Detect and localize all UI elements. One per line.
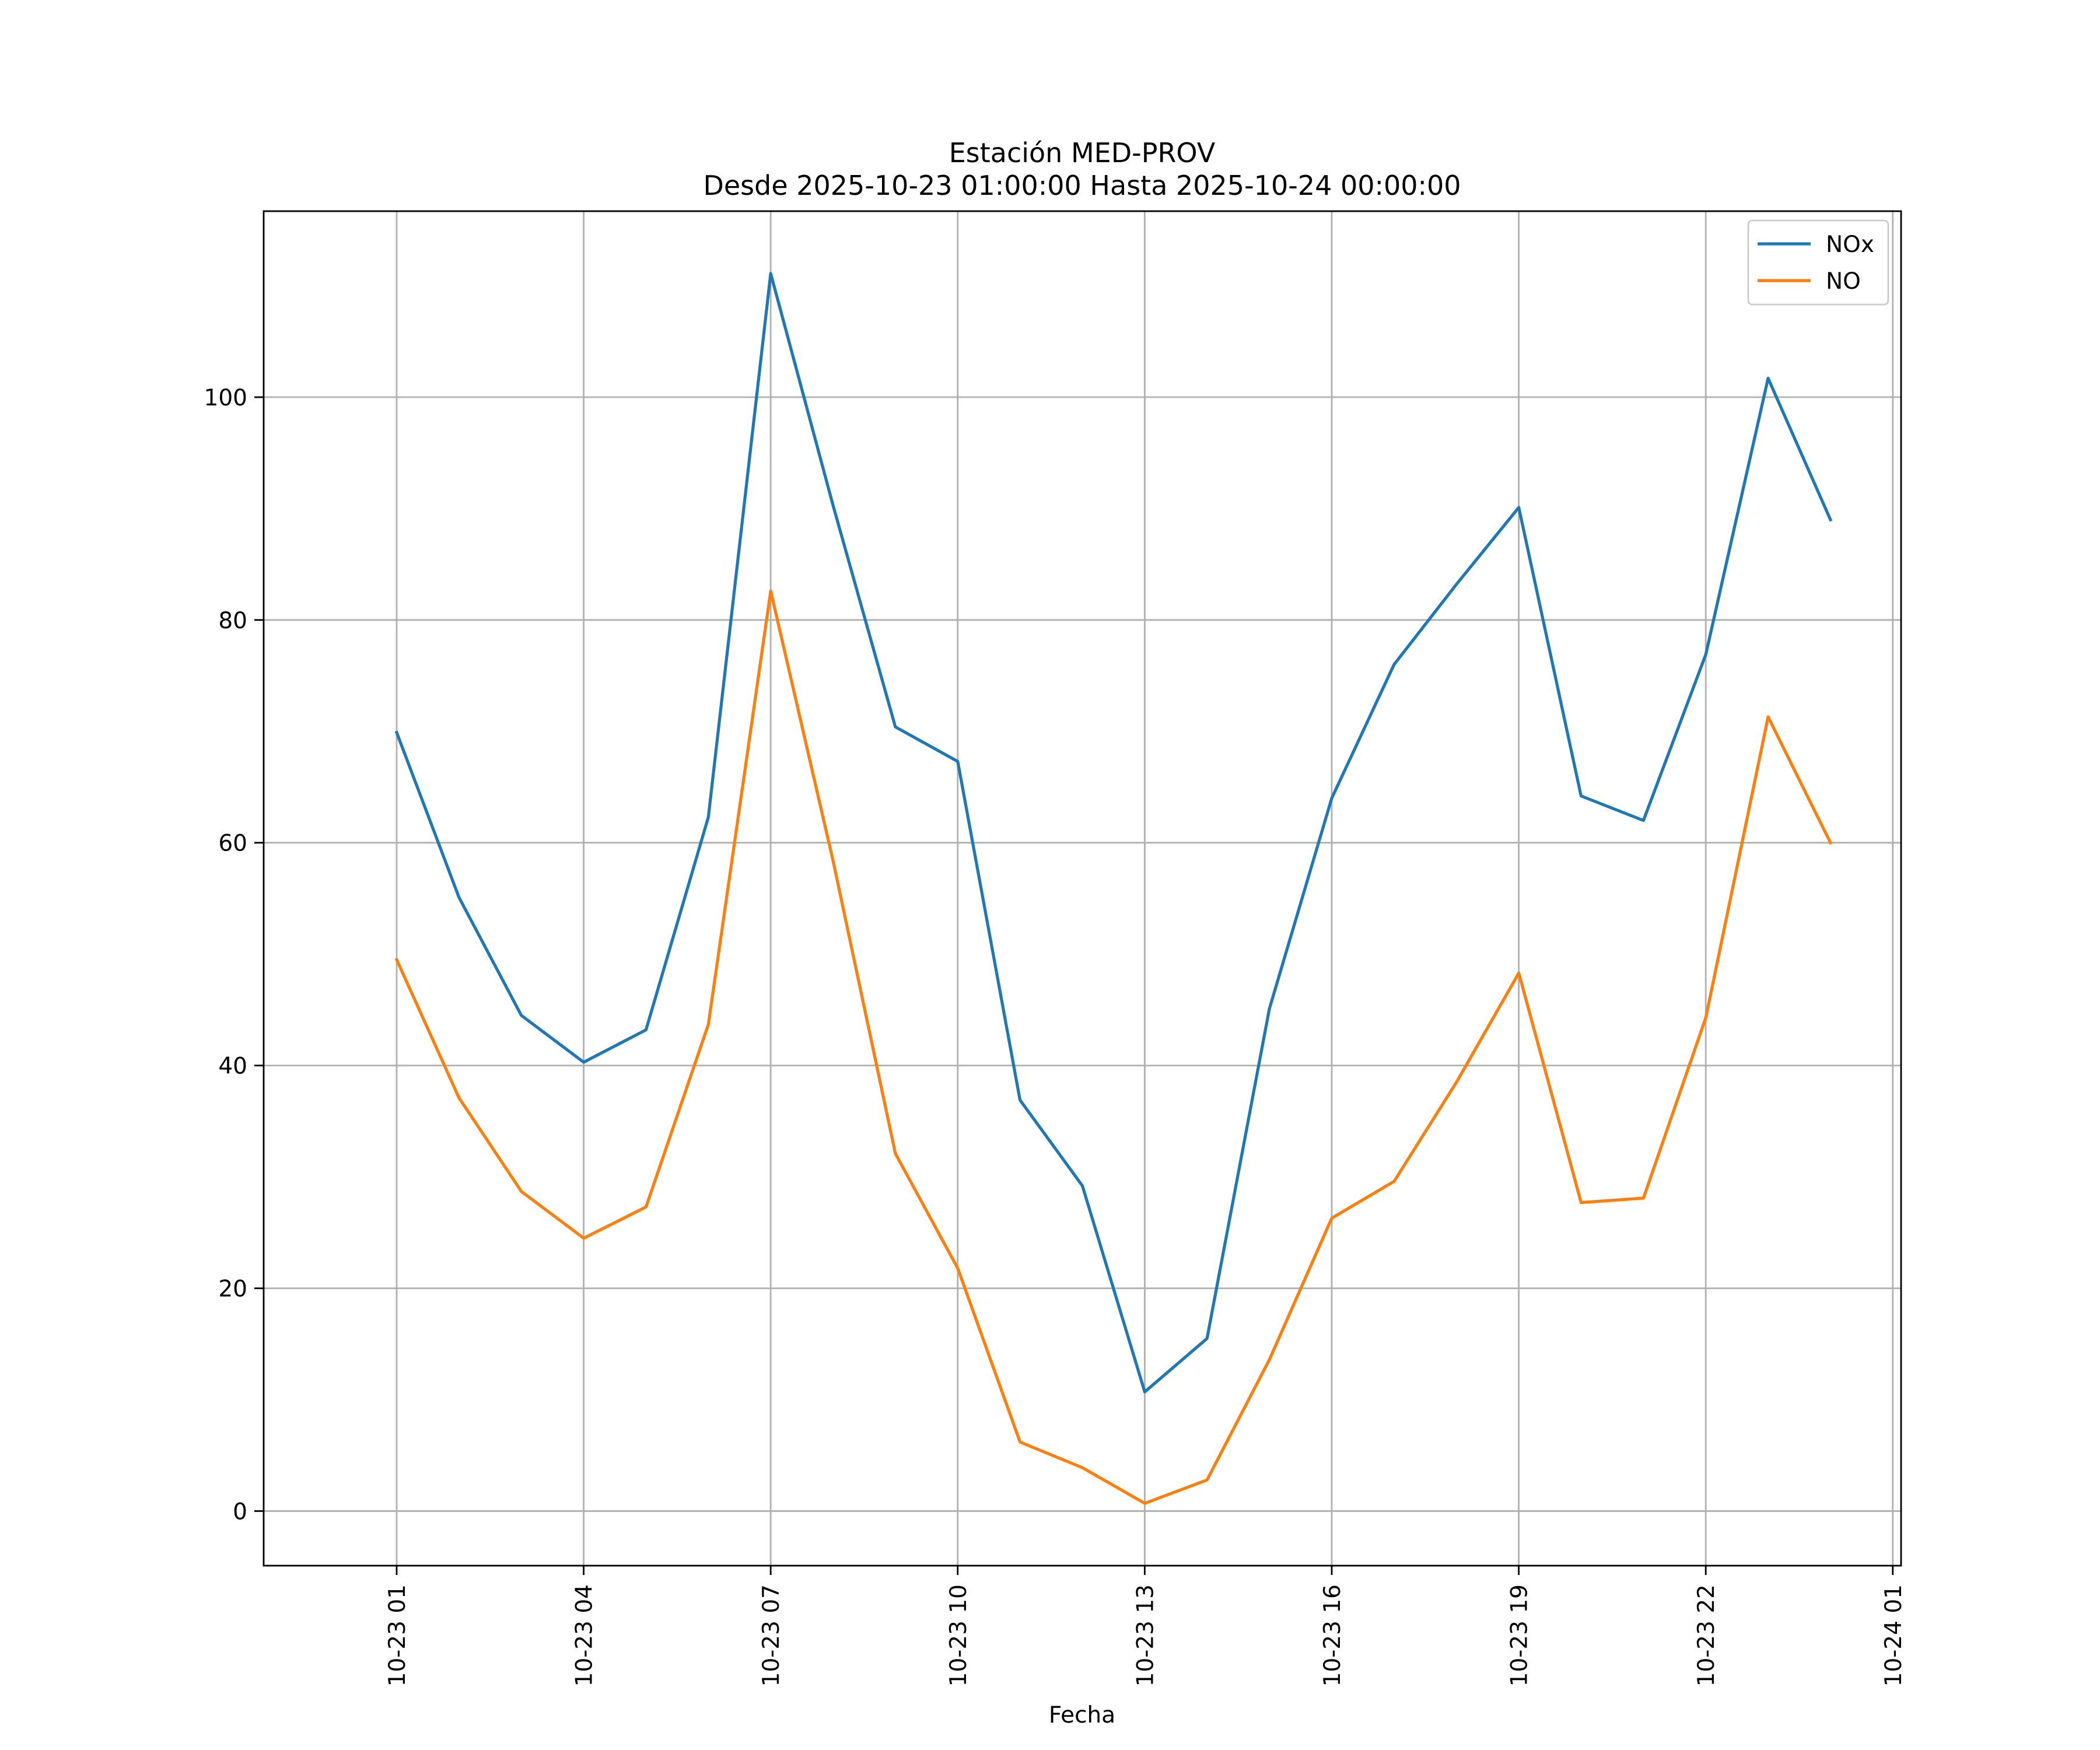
x-tick-label: 10-23 22 xyxy=(1693,1584,1720,1686)
x-tick-label: 10-23 01 xyxy=(384,1584,411,1686)
x-tick-label: 10-23 07 xyxy=(758,1584,785,1686)
series-line-no xyxy=(394,589,1833,1505)
series-line-nox xyxy=(394,272,1833,1394)
legend-label-no: NO xyxy=(1826,268,1861,295)
x-tick-label: 10-24 01 xyxy=(1881,1584,1907,1686)
legend-box xyxy=(1747,219,1889,306)
y-tick-label: 0 xyxy=(233,1499,247,1525)
x-tick-label: 10-23 13 xyxy=(1132,1584,1158,1686)
plot-frame xyxy=(262,210,1902,1567)
series-lines xyxy=(394,272,1833,1505)
x-tick-label: 10-23 10 xyxy=(946,1584,972,1686)
y-tick-label: 100 xyxy=(204,385,247,411)
y-tick-label: 80 xyxy=(218,608,247,634)
y-tick-label: 20 xyxy=(218,1276,247,1303)
chart-title: Estación MED-PROV xyxy=(949,137,1216,169)
axes: 10-23 01 10-23 04 10-23 07 10-23 10 10-23 13… xyxy=(204,385,1907,1686)
x-tick-label: 10-23 04 xyxy=(572,1584,598,1686)
x-axis-label: Fecha xyxy=(1049,1702,1115,1728)
legend: NOx NO xyxy=(1747,219,1889,306)
x-tick-label: 10-23 16 xyxy=(1320,1584,1346,1686)
y-tick-label: 60 xyxy=(218,831,247,857)
legend-label-nox: NOx xyxy=(1826,232,1874,258)
chart-subtitle: Desde 2025-10-23 01:00:00 Hasta 2025-10-… xyxy=(703,170,1461,201)
x-tick-label: 10-23 19 xyxy=(1507,1584,1533,1686)
grid xyxy=(264,211,1901,1566)
y-tick-label: 40 xyxy=(218,1054,247,1080)
